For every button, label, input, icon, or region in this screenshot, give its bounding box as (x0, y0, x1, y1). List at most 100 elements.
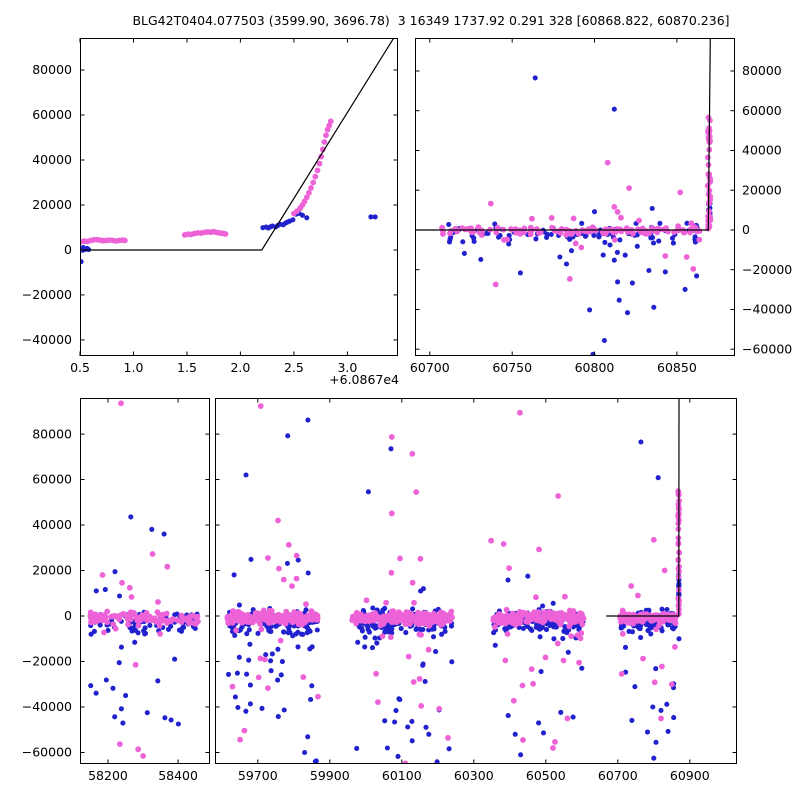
data-point (172, 656, 178, 662)
data-point (306, 189, 312, 196)
data-point (669, 235, 676, 241)
data-point (558, 709, 564, 715)
data-point (135, 622, 142, 629)
data-point (446, 746, 452, 752)
data-point (639, 619, 646, 625)
data-point (542, 654, 549, 661)
data-point (168, 717, 174, 723)
data-point (375, 699, 381, 705)
data-point (278, 672, 284, 678)
data-point (410, 679, 417, 685)
data-point (262, 616, 268, 623)
scatter-pink (224, 403, 683, 764)
data-point (101, 629, 107, 636)
data-point (517, 270, 523, 276)
data-point (99, 572, 106, 578)
data-point (298, 618, 305, 625)
data-point (164, 563, 171, 570)
data-point (286, 617, 293, 623)
data-point (128, 594, 135, 600)
y-tick-label: 20000 (32, 563, 72, 578)
data-point (319, 146, 326, 153)
data-point (659, 663, 665, 670)
data-point (406, 621, 413, 627)
data-point (275, 616, 281, 623)
data-point (550, 745, 556, 751)
data-point (622, 252, 628, 258)
data-point (675, 490, 682, 497)
data-point (312, 173, 319, 180)
axes-frame (80, 398, 210, 764)
data-point (268, 628, 274, 635)
data-point (566, 276, 573, 282)
data-point (247, 682, 253, 688)
data-point (525, 573, 531, 579)
data-point (533, 594, 539, 601)
data-point (692, 234, 698, 240)
data-point (434, 759, 440, 764)
data-point (629, 280, 635, 286)
data-point (135, 746, 142, 753)
data-point (622, 644, 629, 650)
data-point (449, 614, 455, 621)
data-point (432, 614, 438, 620)
x-tick-label: 60100 (382, 768, 422, 783)
data-point (380, 613, 387, 620)
data-point (645, 628, 651, 634)
data-point (268, 668, 274, 674)
data-point (446, 239, 453, 245)
data-point (554, 640, 561, 647)
data-point (423, 724, 429, 730)
data-point (579, 220, 585, 226)
data-point (560, 657, 567, 664)
data-point (382, 629, 388, 635)
data-point (275, 714, 281, 720)
data-point (487, 200, 494, 207)
data-point (388, 446, 394, 452)
data-point (690, 266, 697, 272)
data-point (275, 517, 281, 524)
data-point (316, 160, 323, 167)
data-point (422, 617, 428, 624)
data-point (652, 616, 659, 622)
data-point (551, 610, 557, 617)
data-point (119, 579, 125, 586)
data-point (170, 616, 176, 622)
data-point (104, 619, 111, 626)
data-point (578, 630, 585, 636)
data-point (147, 622, 153, 628)
data-point (265, 620, 272, 626)
data-point (257, 403, 264, 409)
data-point (263, 652, 269, 658)
data-point (618, 671, 625, 677)
data-point (358, 611, 364, 618)
data-point (359, 625, 365, 631)
data-point (415, 609, 421, 616)
x-tick-label: 3.0 (337, 360, 357, 375)
y-tick-label: −40000 (22, 332, 72, 347)
x-tick-label: 60700 (410, 360, 450, 375)
model-line (80, 38, 395, 251)
data-point (439, 631, 445, 637)
data-point (521, 229, 527, 236)
data-point (262, 656, 268, 663)
data-point (543, 627, 550, 633)
data-point (520, 737, 526, 743)
data-point (611, 257, 617, 263)
data-point (618, 214, 624, 221)
data-point (664, 701, 670, 707)
data-point (97, 622, 103, 628)
data-point (285, 630, 291, 636)
data-point (393, 708, 399, 714)
data-point (192, 625, 198, 632)
data-point (422, 678, 428, 685)
data-point (409, 738, 415, 744)
data-point (409, 718, 415, 724)
data-point (657, 220, 663, 226)
data-point (651, 755, 657, 761)
data-point (354, 618, 360, 625)
data-point (108, 613, 115, 620)
data-point (236, 602, 242, 608)
data-point (251, 614, 257, 621)
data-point (506, 232, 512, 238)
